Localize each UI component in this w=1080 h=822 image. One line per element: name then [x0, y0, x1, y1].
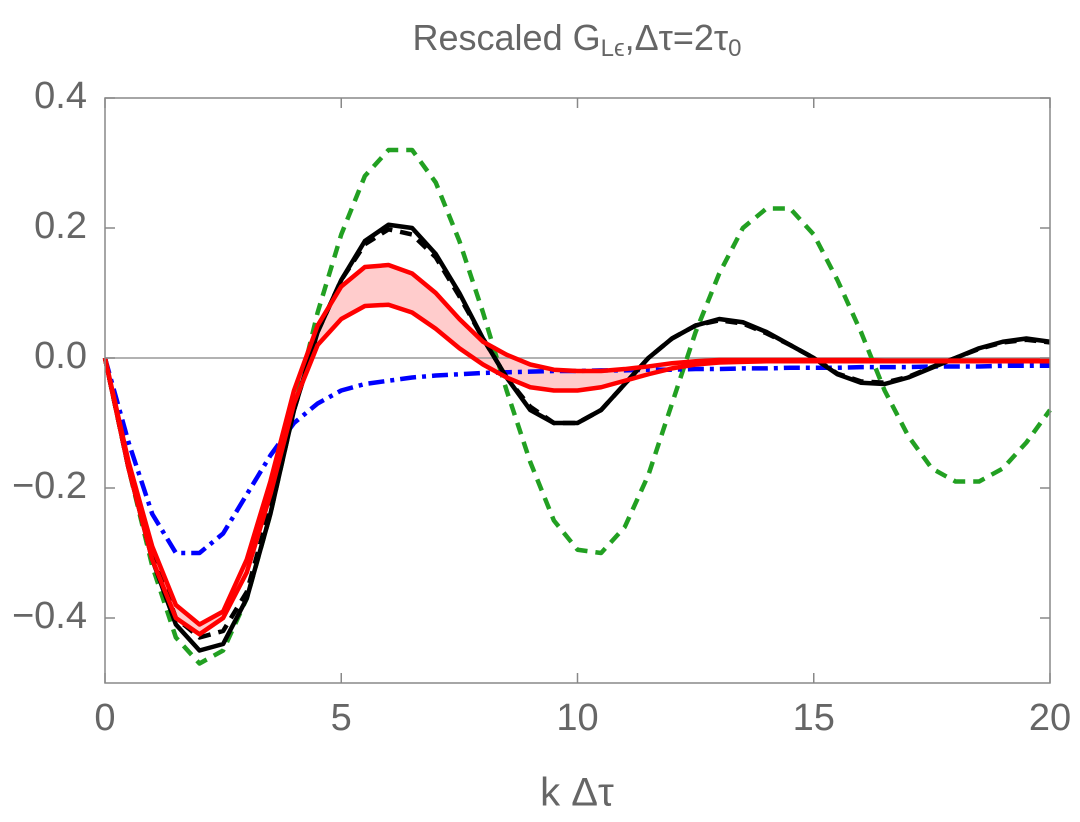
series-line: [102, 222, 1051, 653]
x-tick-label: 0: [94, 697, 115, 739]
y-tick-label: −0.4: [12, 595, 87, 637]
chart-title: Rescaled GLϵ,Δτ=2τ0: [413, 17, 742, 63]
y-tick-label: −0.2: [12, 465, 87, 507]
title-part: Rescaled G: [413, 17, 601, 58]
x-tick-label: 10: [556, 697, 598, 739]
x-tick-label: 5: [331, 697, 352, 739]
series-line: [102, 227, 1051, 640]
x-axis-label: k Δτ: [540, 771, 614, 815]
y-tick-label: 0.2: [34, 205, 87, 247]
title-subscript: Lϵ: [601, 35, 625, 62]
y-tick-label: 0.0: [34, 335, 87, 377]
series-line: [102, 147, 1052, 666]
title-part: ,Δτ=2τ: [625, 17, 729, 58]
y-tick-label: 0.4: [34, 75, 87, 117]
title-subscript: 0: [728, 35, 741, 62]
x-tick-label: 20: [1029, 697, 1071, 739]
series-line: [102, 357, 1050, 556]
series-line: [102, 302, 1050, 637]
x-tick-label: 15: [793, 697, 835, 739]
confidence-band: [105, 265, 1050, 635]
